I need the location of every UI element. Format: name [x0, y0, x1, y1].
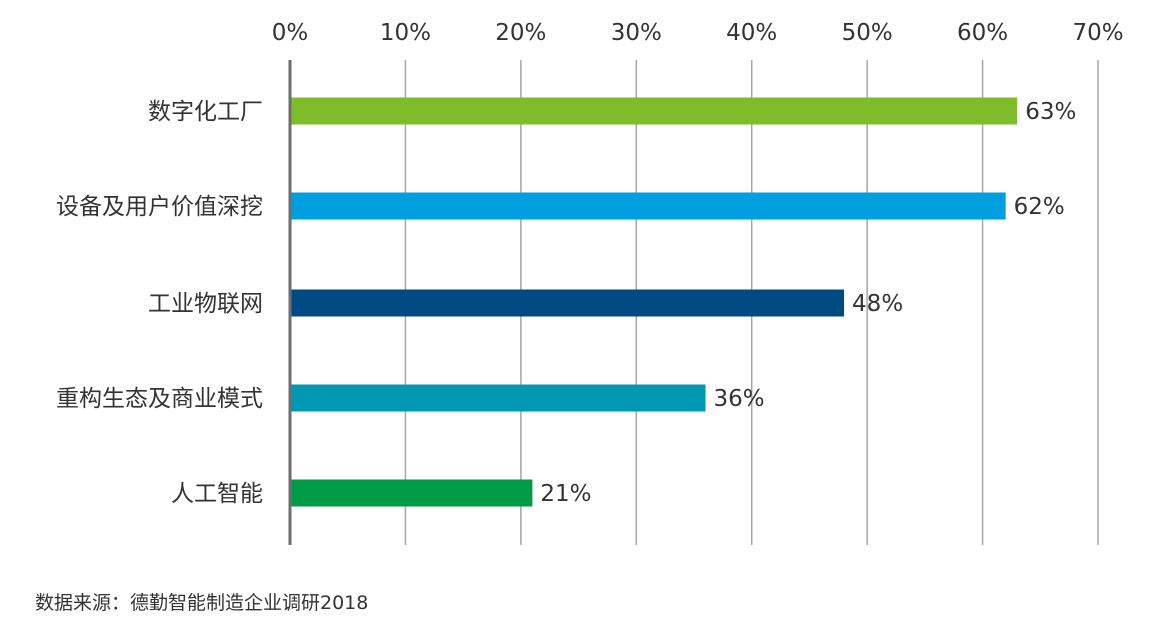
- bar: [290, 479, 533, 507]
- category-label: 工业物联网: [148, 291, 263, 317]
- value-label: 21%: [540, 481, 591, 507]
- bar: [290, 97, 1018, 125]
- bar: [290, 289, 845, 317]
- bar: [290, 384, 706, 412]
- x-tick-label: 60%: [957, 20, 1008, 46]
- bars: [290, 97, 1018, 507]
- source-note: 数据来源：德勤智能制造企业调研2018: [35, 592, 369, 614]
- value-label: 63%: [1025, 99, 1076, 125]
- x-tick-label: 70%: [1072, 20, 1123, 46]
- x-tick-label: 30%: [611, 20, 662, 46]
- category-label: 人工智能: [171, 481, 263, 507]
- x-tick-label: 50%: [842, 20, 893, 46]
- bar-chart: 0% 10% 20% 30% 40% 50% 60% 70% 数字化工厂设备及用户价值深挖工业…: [56, 20, 1124, 545]
- value-labels: 63% 62% 48% 36% 21%: [540, 99, 1076, 507]
- category-label: 数字化工厂: [148, 99, 263, 125]
- category-label: 重构生态及商业模式: [56, 386, 263, 412]
- x-tick-labels: 0% 10% 20% 30% 40% 50% 60% 70%: [272, 20, 1124, 46]
- value-label: 48%: [852, 291, 903, 317]
- value-label: 36%: [714, 386, 765, 412]
- x-tick-label: 10%: [380, 20, 431, 46]
- x-tick-label: 40%: [726, 20, 777, 46]
- value-label: 62%: [1014, 194, 1065, 220]
- x-tick-label: 20%: [495, 20, 546, 46]
- x-tick-label: 0%: [272, 20, 309, 46]
- bar: [290, 192, 1006, 220]
- category-label: 设备及用户价值深挖: [56, 194, 263, 220]
